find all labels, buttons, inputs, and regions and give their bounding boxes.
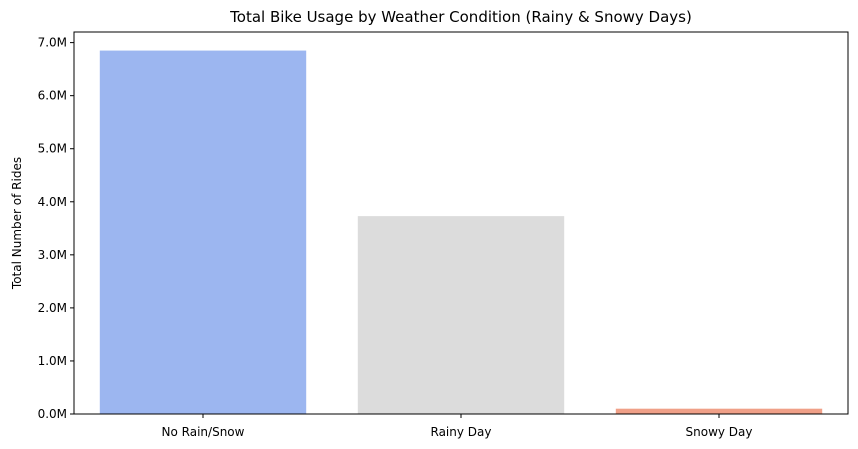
y-tick-label: 2.0M — [38, 301, 67, 315]
y-tick-label: 3.0M — [38, 248, 67, 262]
bar-rainy-day — [357, 216, 565, 414]
x-tick-label: Rainy Day — [431, 425, 492, 439]
bars-group — [99, 50, 823, 414]
y-axis: 0.0M 1.0M 2.0M 3.0M 4.0M 5.0M 6.0M 7.0M — [38, 36, 74, 421]
y-tick-label: 0.0M — [38, 407, 67, 421]
bar-no-rain-snow — [99, 50, 307, 414]
y-tick-label: 6.0M — [38, 89, 67, 103]
y-tick-label: 7.0M — [38, 36, 67, 50]
y-axis-label: Total Number of Rides — [10, 157, 24, 290]
chart-title: Total Bike Usage by Weather Condition (R… — [229, 8, 692, 26]
x-axis: No Rain/Snow Rainy Day Snowy Day — [162, 414, 753, 439]
x-tick-label: No Rain/Snow — [162, 425, 245, 439]
y-tick-label: 4.0M — [38, 195, 67, 209]
y-tick-label: 1.0M — [38, 354, 67, 368]
bar-snowy-day — [615, 408, 823, 414]
plot-frame — [73, 31, 849, 415]
x-tick-label: Snowy Day — [686, 425, 753, 439]
y-tick-label: 5.0M — [38, 142, 67, 156]
